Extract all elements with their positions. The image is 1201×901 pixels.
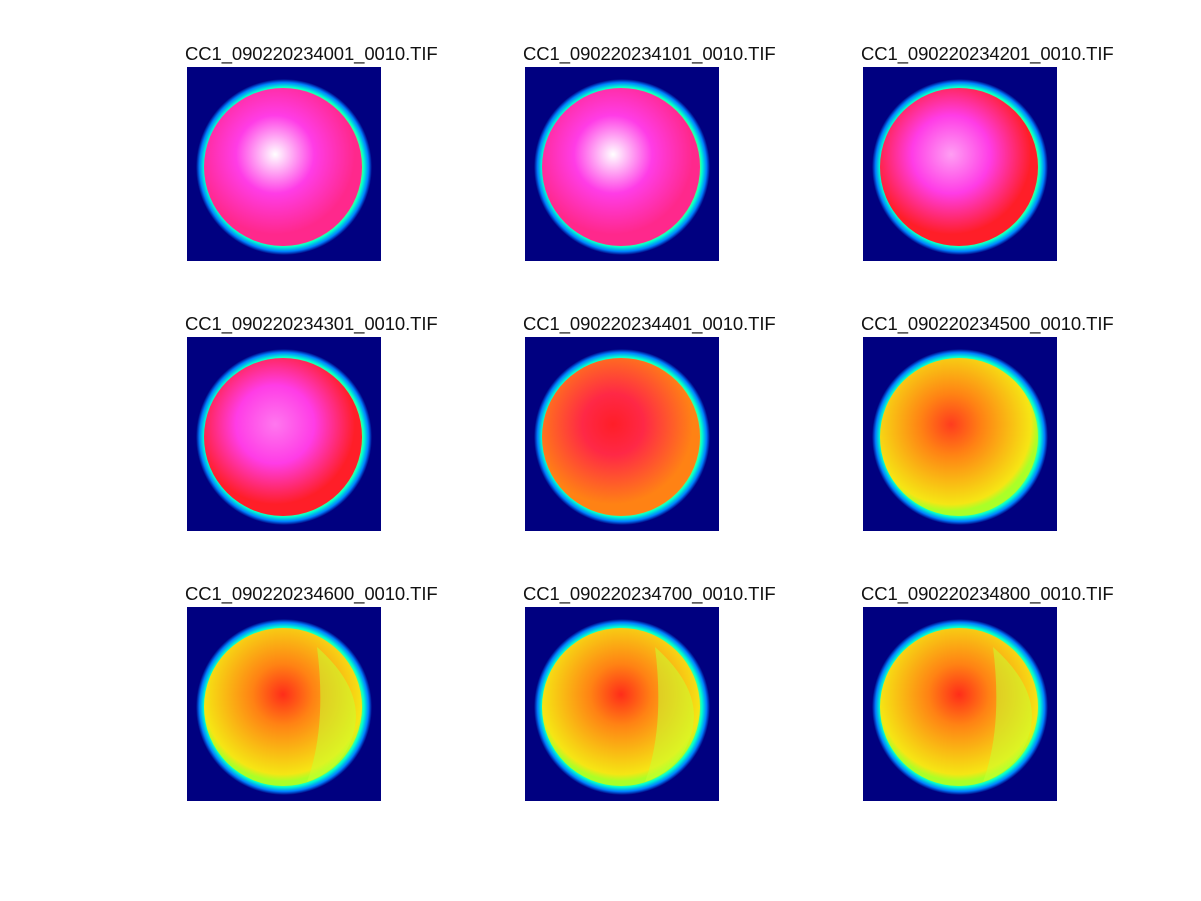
panel-title: CC1_090220234001_0010.TIF [185, 43, 438, 64]
cool-region [983, 647, 1032, 782]
thermal-image [187, 607, 381, 801]
thermal-image [863, 337, 1057, 531]
thermal-image [187, 337, 381, 531]
thermal-image [525, 337, 719, 531]
panel-title: CC1_090220234600_0010.TIF [185, 583, 438, 604]
disc-interior [204, 358, 362, 516]
panel-title: CC1_090220234500_0010.TIF [861, 313, 1114, 334]
thermal-image [863, 67, 1057, 261]
panel-title: CC1_090220234301_0010.TIF [185, 313, 438, 334]
disc-interior [880, 88, 1038, 246]
thermal-image [863, 607, 1057, 801]
panel-title: CC1_090220234800_0010.TIF [861, 583, 1114, 604]
panel-title: CC1_090220234101_0010.TIF [523, 43, 776, 64]
thermal-image [525, 67, 719, 261]
cool-region [307, 647, 356, 782]
thermal-image [187, 67, 381, 261]
thermal-image [525, 607, 719, 801]
disc-interior [880, 358, 1038, 516]
disc-interior [204, 88, 362, 246]
panel-title: CC1_090220234201_0010.TIF [861, 43, 1114, 64]
panel-title: CC1_090220234700_0010.TIF [523, 583, 776, 604]
cool-region [645, 647, 694, 782]
disc-interior [542, 358, 700, 516]
panel-title: CC1_090220234401_0010.TIF [523, 313, 776, 334]
disc-interior [542, 88, 700, 246]
